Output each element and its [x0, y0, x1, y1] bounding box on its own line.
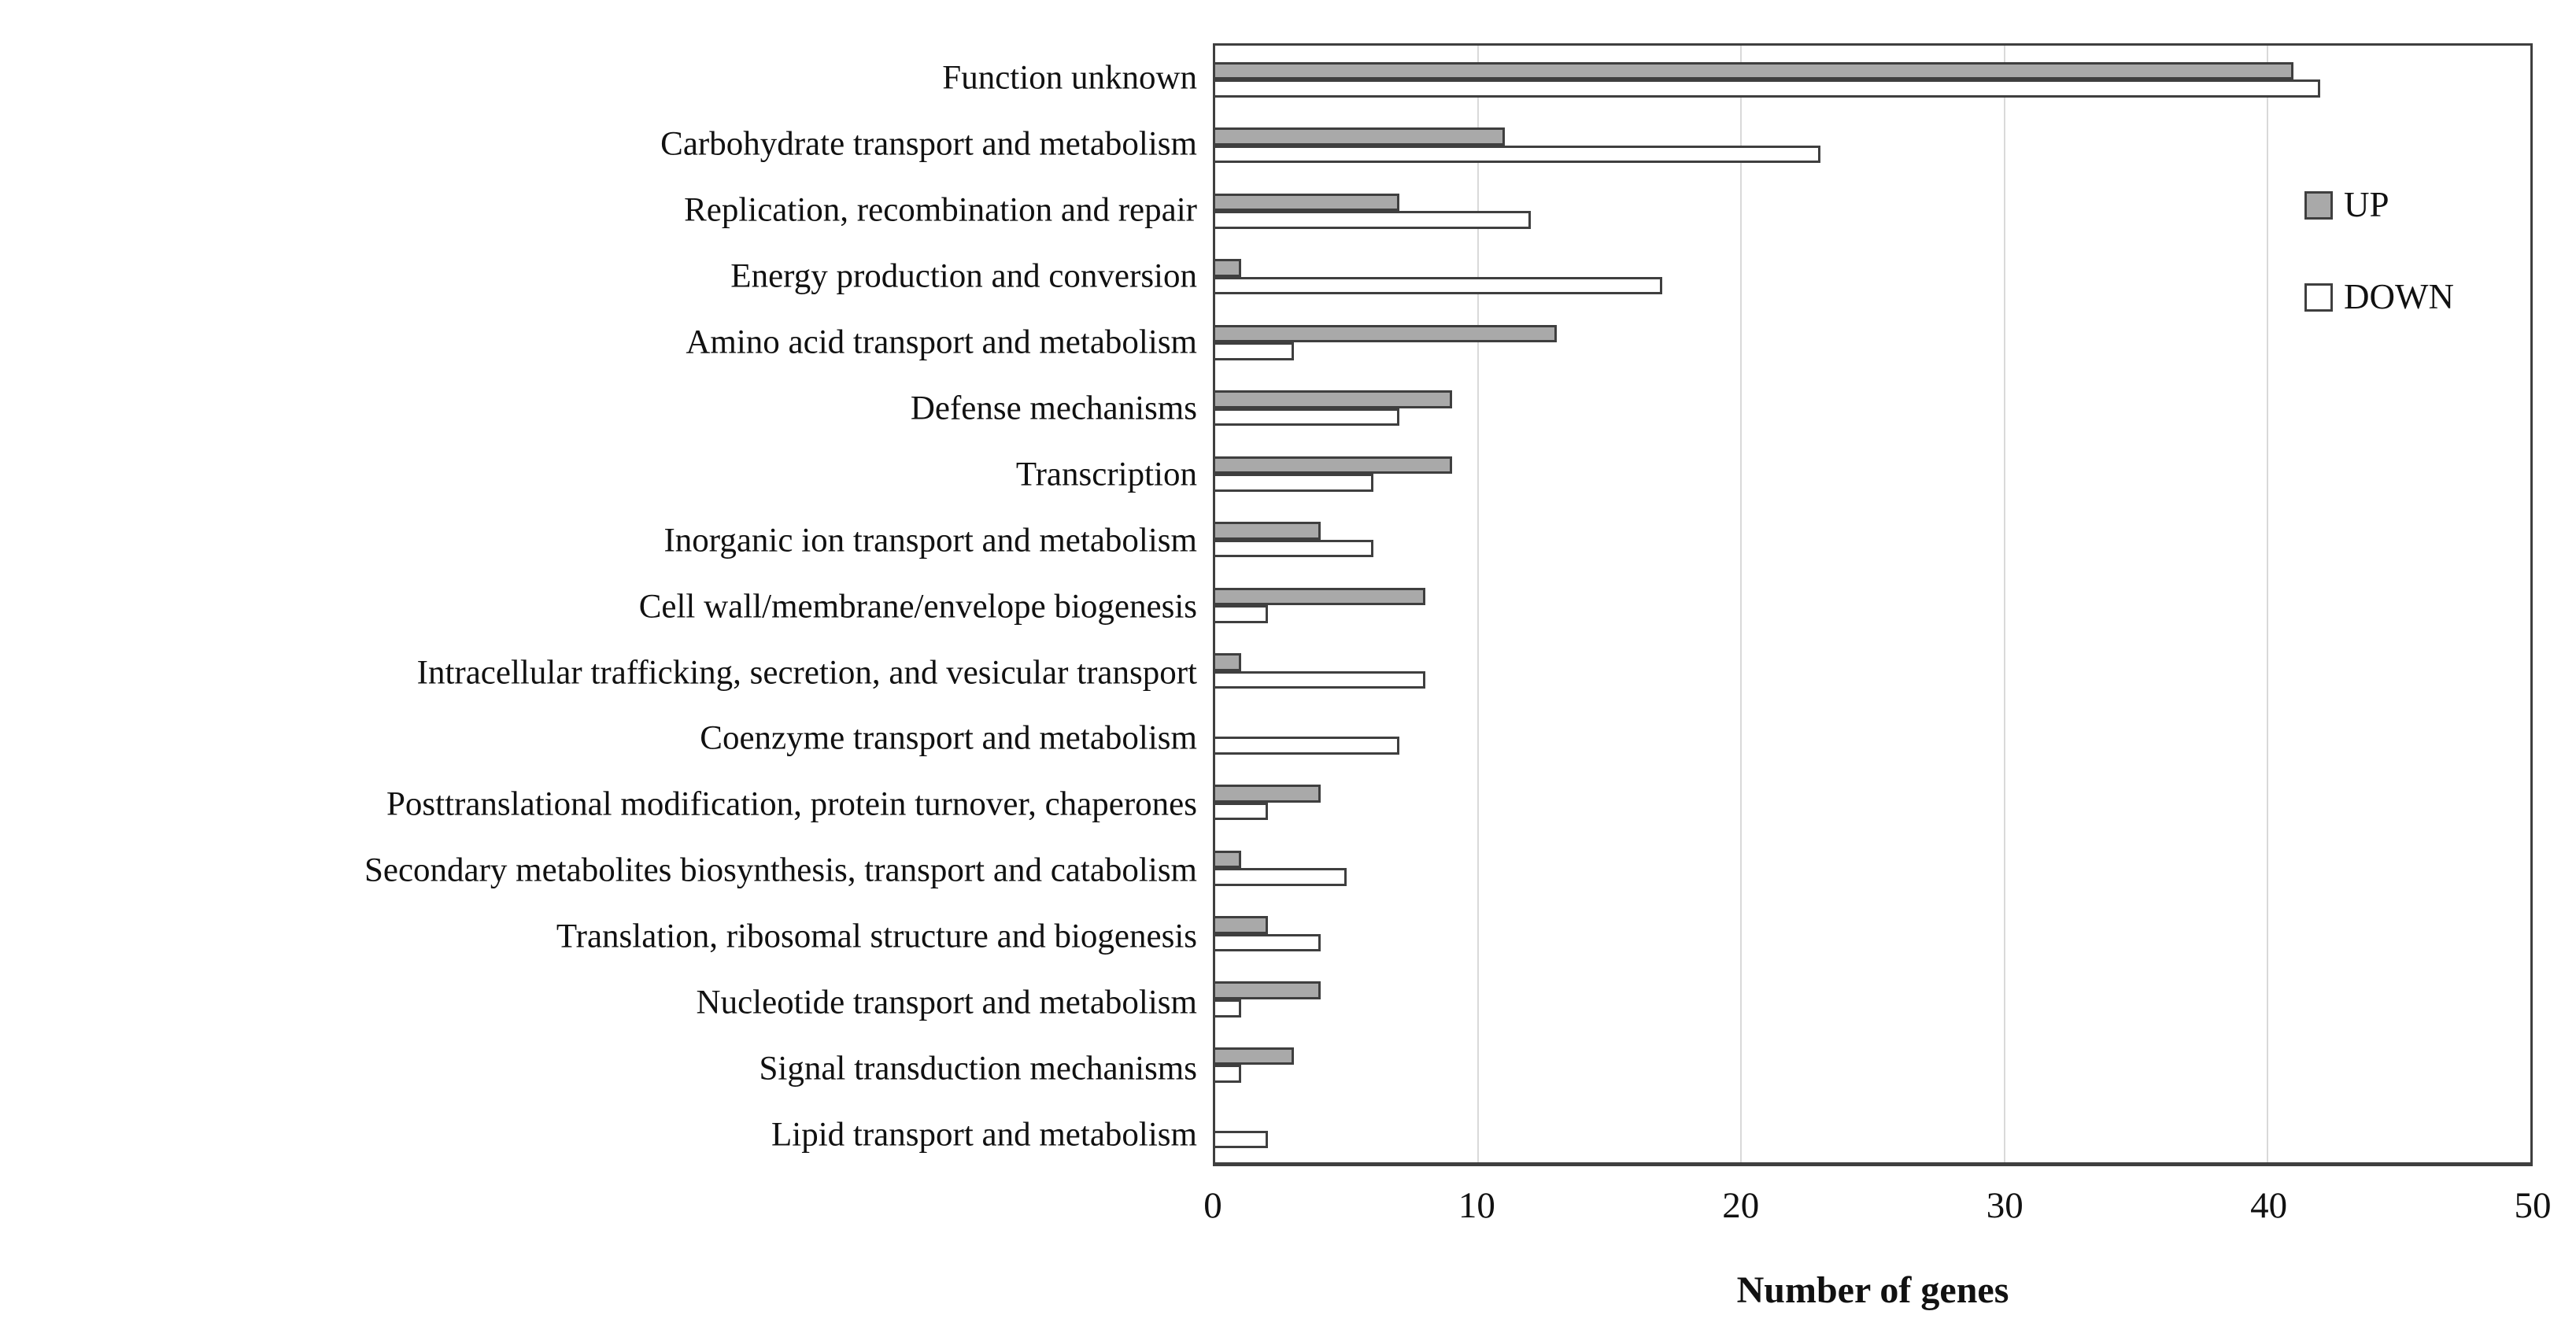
- bar-down-11: [1215, 802, 1268, 821]
- bar-down-16: [1215, 1130, 1268, 1149]
- x-tick-label: 40: [2250, 1185, 2288, 1226]
- legend-item-up: UP: [2304, 187, 2454, 223]
- category-label: Defense mechanisms: [910, 390, 1197, 427]
- bar-down-12: [1215, 868, 1347, 886]
- bar-up-13: [1215, 915, 1268, 934]
- category-label: Inorganic ion transport and metabolism: [663, 522, 1197, 560]
- category-label: Replication, recombination and repair: [684, 191, 1197, 229]
- x-axis-title: Number of genes: [1736, 1269, 2009, 1311]
- category-label: Lipid transport and metabolism: [771, 1116, 1197, 1154]
- bar-down-7: [1215, 539, 1373, 558]
- bar-up-5: [1215, 390, 1452, 408]
- bar-up-8: [1215, 587, 1426, 606]
- category-label: Amino acid transport and metabolism: [686, 323, 1197, 361]
- bar-down-9: [1215, 670, 1426, 689]
- category-label: Cell wall/membrane/envelope biogenesis: [638, 587, 1197, 625]
- gridline: [2266, 46, 2268, 1162]
- bar-up-3: [1215, 259, 1242, 277]
- category-label: Secondary metabolites biosynthesis, tran…: [364, 851, 1197, 889]
- bar-up-11: [1215, 785, 1321, 803]
- bar-down-13: [1215, 933, 1321, 952]
- bar-up-2: [1215, 193, 1399, 212]
- legend-swatch-up-icon: [2304, 190, 2333, 220]
- bar-up-0: [1215, 61, 2294, 80]
- category-label: Transcription: [1015, 456, 1197, 493]
- category-label: Translation, ribosomal structure and bio…: [556, 918, 1197, 955]
- category-label: Function unknown: [942, 59, 1197, 97]
- bar-down-10: [1215, 737, 1399, 755]
- bar-up-12: [1215, 850, 1242, 869]
- category-label: Coenzyme transport and metabolism: [700, 719, 1197, 757]
- gridline: [2003, 46, 2005, 1162]
- gridline: [1740, 46, 1743, 1162]
- category-label: Nucleotide transport and metabolism: [696, 984, 1197, 1021]
- category-label: Posttranslational modification, protein …: [386, 785, 1197, 823]
- x-tick-label: 50: [2514, 1185, 2552, 1226]
- category-label: Intracellular trafficking, secretion, an…: [416, 653, 1197, 691]
- bar-down-3: [1215, 276, 1663, 295]
- x-tick-label: 0: [1203, 1185, 1222, 1226]
- legend: UP DOWN: [2304, 187, 2454, 371]
- bar-up-4: [1215, 324, 1558, 343]
- bar-up-1: [1215, 127, 1505, 146]
- x-tick-label: 20: [1722, 1185, 1760, 1226]
- category-axis-labels: Function unknown Carbohydrate transport a…: [0, 43, 1197, 1166]
- legend-label-down: DOWN: [2344, 277, 2454, 316]
- category-label: Signal transduction mechanisms: [759, 1050, 1197, 1088]
- x-axis-tick-labels: 0 10 20 30 40 50: [1203, 1184, 2551, 1235]
- bar-down-2: [1215, 211, 1532, 229]
- x-tick-label: 10: [1458, 1185, 1495, 1226]
- x-tick-label: 30: [1986, 1185, 2023, 1226]
- category-label: Energy production and conversion: [730, 257, 1197, 295]
- plot-area: [1213, 43, 2533, 1166]
- bar-up-6: [1215, 456, 1452, 475]
- legend-label-up: UP: [2344, 185, 2389, 224]
- category-label: Carbohydrate transport and metabolism: [660, 125, 1197, 163]
- bar-down-0: [1215, 79, 2320, 98]
- gridline: [1477, 46, 1480, 1162]
- bar-down-8: [1215, 605, 1268, 623]
- bar-down-14: [1215, 999, 1242, 1018]
- bar-up-14: [1215, 981, 1321, 999]
- bar-up-7: [1215, 522, 1321, 540]
- bar-up-15: [1215, 1047, 1295, 1066]
- legend-swatch-down-icon: [2304, 283, 2333, 312]
- legend-item-down: DOWN: [2304, 279, 2454, 315]
- bar-down-4: [1215, 342, 1295, 360]
- bar-down-6: [1215, 474, 1373, 492]
- bar-down-15: [1215, 1065, 1242, 1083]
- bar-down-5: [1215, 408, 1399, 427]
- bar-down-1: [1215, 145, 1820, 164]
- bar-up-9: [1215, 653, 1242, 671]
